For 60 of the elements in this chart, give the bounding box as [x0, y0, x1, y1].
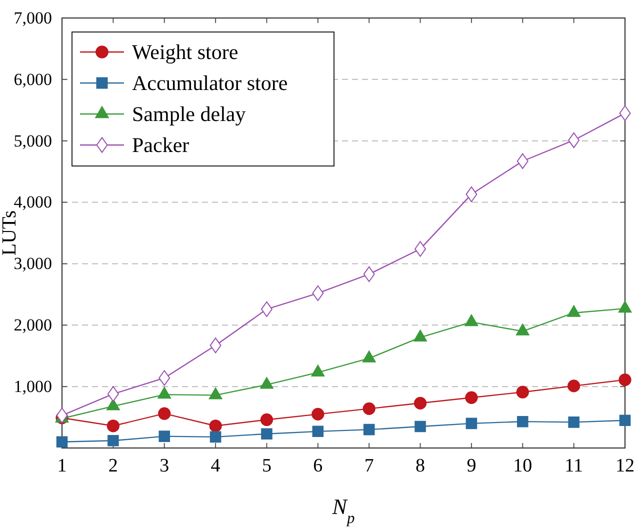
point: [312, 285, 324, 302]
point: [465, 391, 478, 404]
point: [108, 434, 119, 446]
y-tick-label: 7,000: [14, 8, 52, 28]
x-tick-label: 4: [210, 455, 221, 476]
point: [210, 431, 222, 443]
x-tick-label: 11: [564, 455, 583, 476]
x-tick-label: 9: [466, 455, 476, 476]
point: [466, 418, 478, 430]
point: [363, 424, 375, 436]
x-tick-label: 10: [513, 455, 532, 476]
point: [414, 420, 426, 432]
point: [56, 436, 68, 448]
y-tick-label: 5,000: [14, 131, 52, 150]
x-tick-label: 6: [313, 455, 323, 476]
point: [516, 386, 529, 398]
point: [466, 186, 478, 202]
point: [619, 414, 631, 426]
y-tick-label: 4,000: [14, 192, 52, 212]
point: [516, 416, 528, 428]
point: [56, 408, 68, 424]
point: [209, 420, 222, 432]
y-tick-label: 6,000: [14, 70, 52, 89]
point: [261, 428, 272, 440]
point: [158, 370, 170, 386]
point: [516, 153, 528, 169]
x-tick-label: 2: [108, 455, 118, 476]
point: [414, 396, 427, 410]
point: [312, 408, 324, 421]
y-tick-label: 1,000: [14, 377, 52, 396]
point: [107, 386, 119, 402]
x-tick-label: 12: [616, 455, 634, 476]
point: [568, 380, 580, 392]
legend-label: Weight store: [132, 40, 238, 64]
point: [210, 338, 222, 354]
point: [260, 413, 274, 426]
point: [312, 426, 324, 438]
point: [106, 420, 120, 432]
point: [260, 301, 272, 318]
point: [158, 430, 170, 442]
point: [414, 241, 426, 257]
y-axis-title: LUTs: [0, 210, 21, 256]
point: [568, 416, 580, 428]
point: [619, 105, 631, 122]
legend-label: Sample delay: [132, 102, 246, 126]
point: [568, 132, 580, 148]
x-tick-label: 7: [364, 455, 374, 476]
point: [158, 407, 171, 420]
legend-label: Packer: [132, 133, 190, 157]
y-tick-label: 3,000: [14, 254, 52, 274]
x-tick-label: 8: [416, 455, 426, 476]
point: [618, 374, 632, 386]
x-axis-title: N$_{p}$: [331, 494, 355, 526]
x-tick-label: 3: [160, 455, 170, 476]
point: [362, 402, 376, 415]
legend-label: Accumulator store: [132, 71, 288, 95]
x-tick-label: 5: [262, 455, 272, 476]
x-tick-label: 1: [57, 455, 67, 476]
point: [363, 266, 375, 282]
y-tick-label: 2,000: [14, 316, 52, 335]
